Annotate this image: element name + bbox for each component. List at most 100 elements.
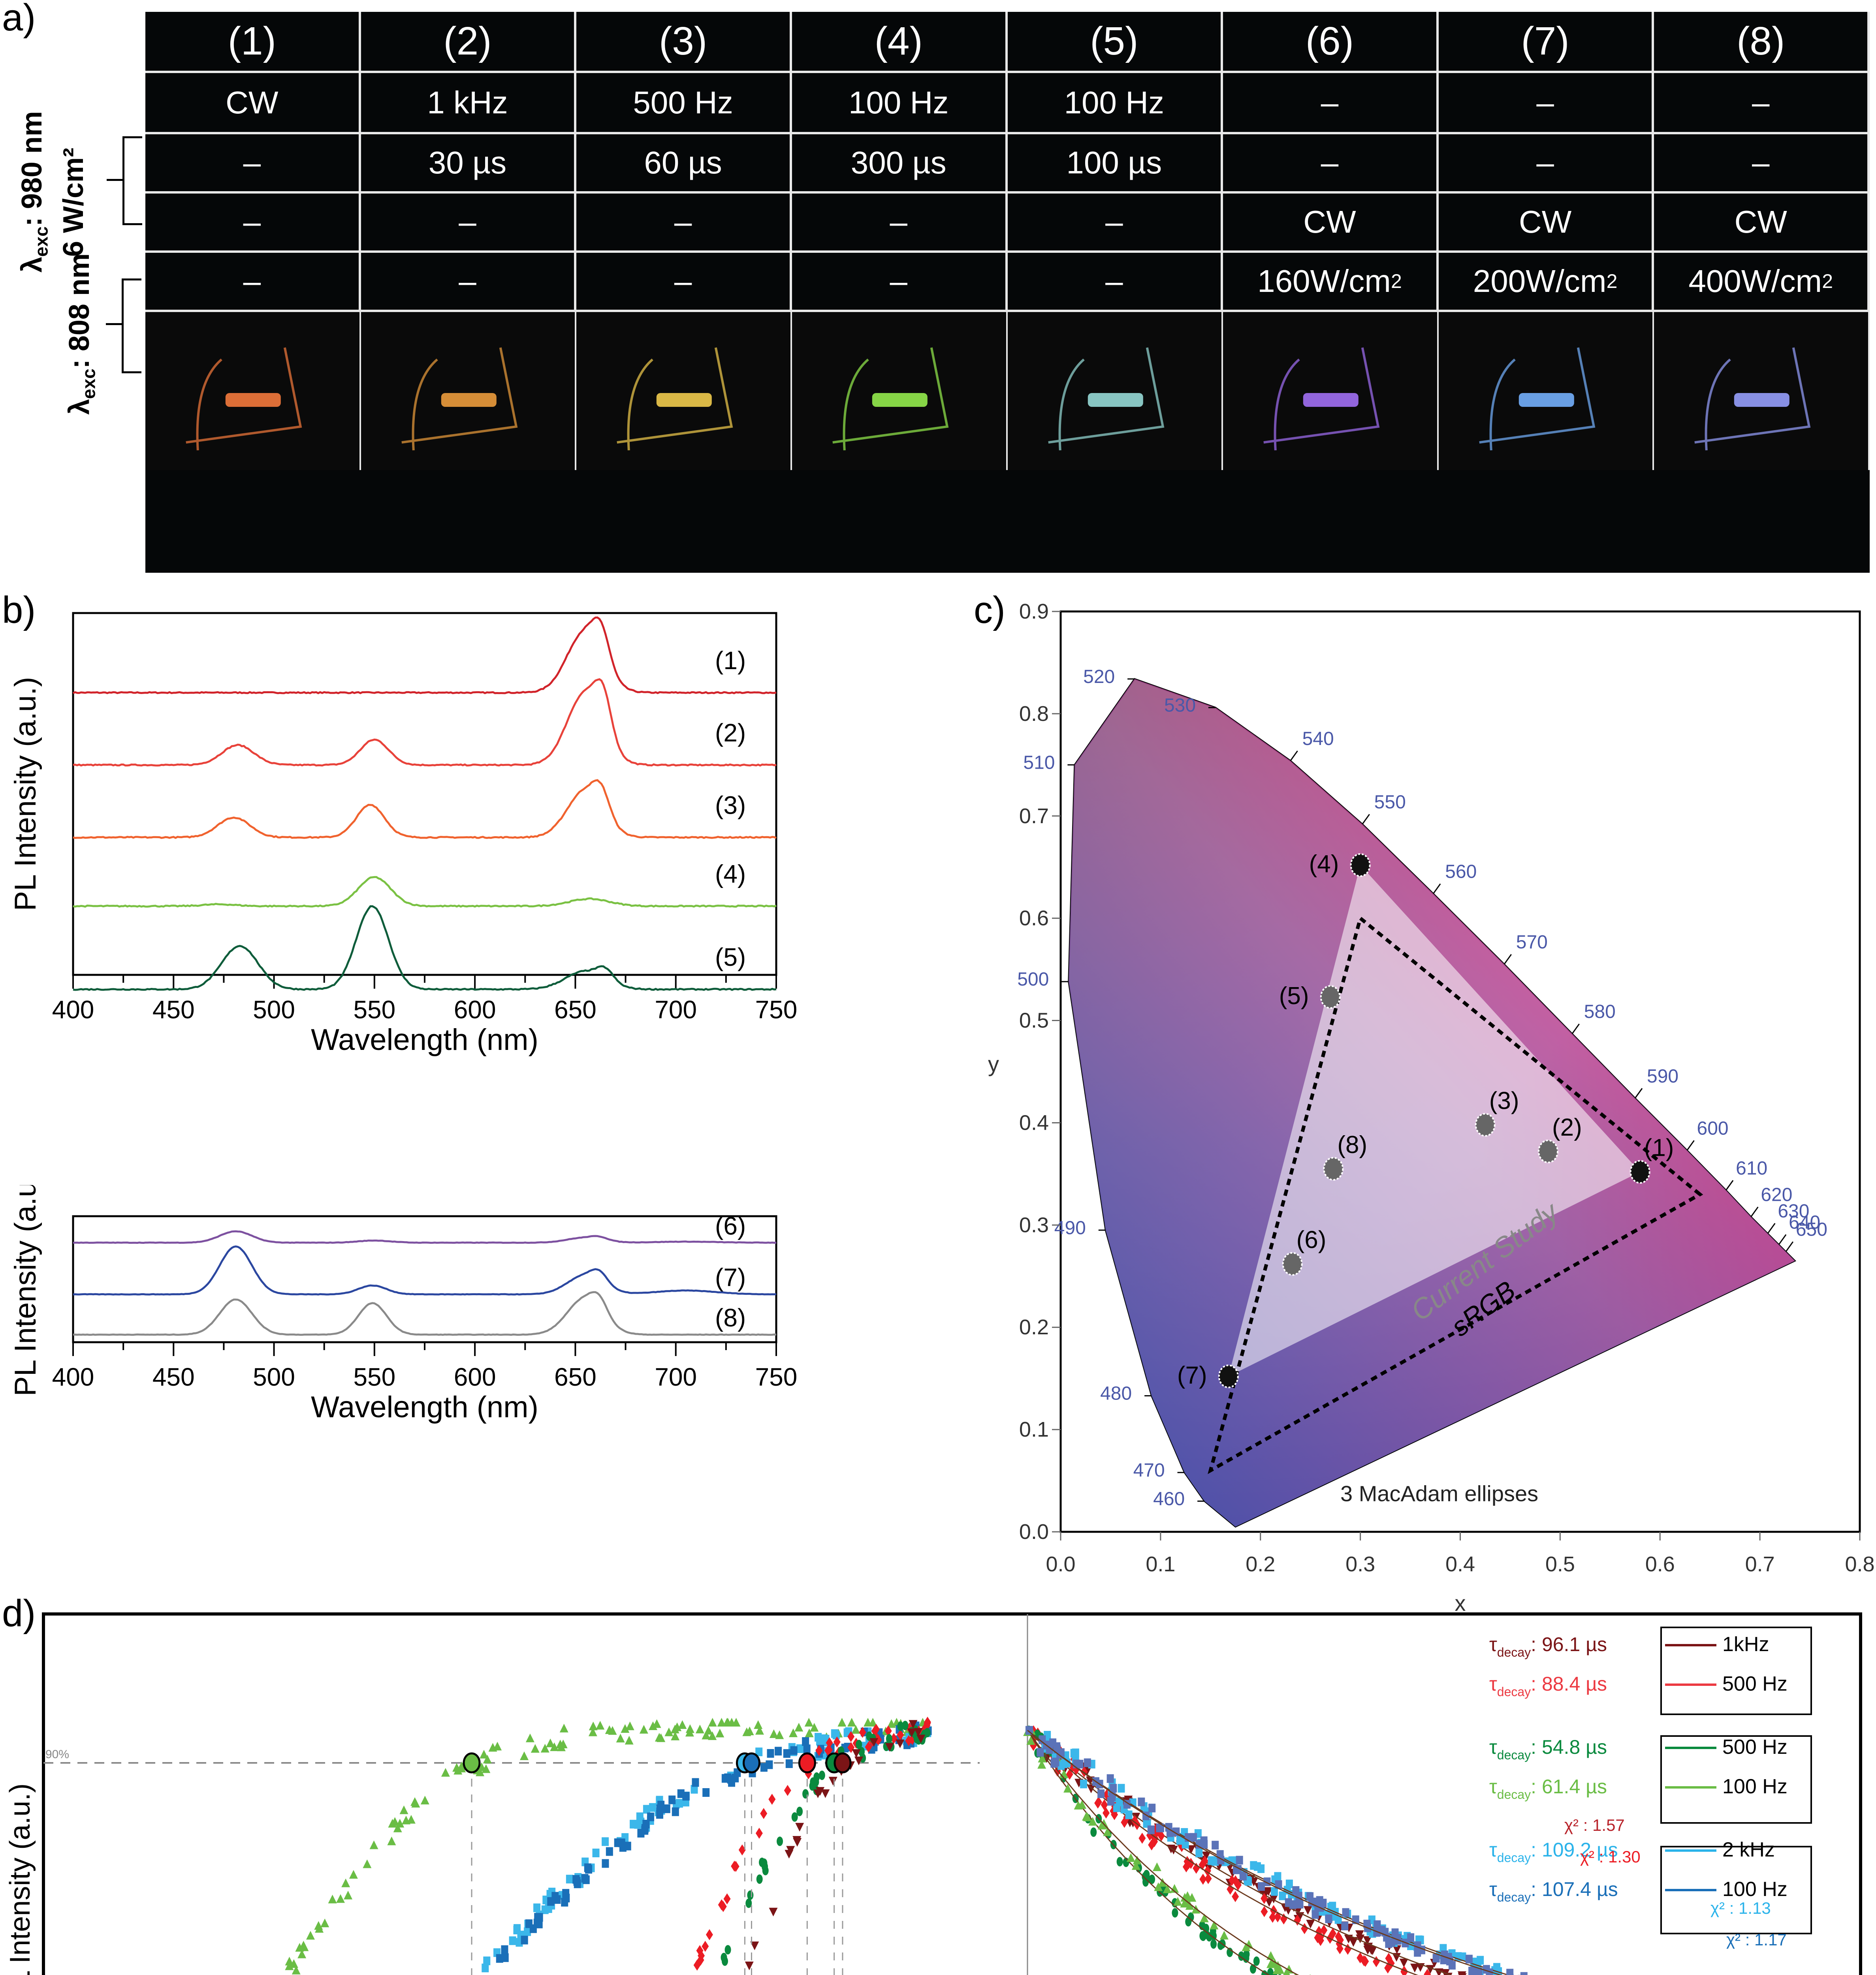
decay-data-point bbox=[1157, 1830, 1165, 1841]
rise-data-point bbox=[907, 1728, 916, 1737]
rise-data-point bbox=[854, 1756, 863, 1765]
decay-data-point bbox=[1195, 1840, 1203, 1849]
decay-data-point bbox=[1080, 1779, 1088, 1789]
wavelength-label: 620 bbox=[1761, 1185, 1792, 1206]
rise-data-point bbox=[483, 1755, 492, 1764]
decay-data-point bbox=[1236, 1856, 1243, 1865]
wavelength-tick bbox=[1634, 1088, 1643, 1099]
rise-data-point bbox=[387, 1836, 396, 1845]
decay-data-point bbox=[1275, 1880, 1282, 1889]
rise-data-point bbox=[531, 1744, 540, 1753]
rise-data-point bbox=[784, 1785, 791, 1796]
column-header: (7) bbox=[1438, 12, 1654, 73]
decay-data-point bbox=[1210, 1920, 1219, 1930]
wavelength-label: 650 bbox=[1796, 1219, 1827, 1240]
decay-data-point bbox=[1410, 1964, 1419, 1973]
rise-data-point bbox=[864, 1718, 873, 1727]
decay-data-point bbox=[1320, 1924, 1328, 1936]
wavelength-label: 610 bbox=[1736, 1158, 1767, 1179]
y-tick-label: 0.4 bbox=[1019, 1111, 1049, 1134]
rise-data-point bbox=[755, 1747, 763, 1757]
rise-data-point bbox=[605, 1725, 614, 1734]
decay-data-point bbox=[1148, 1804, 1156, 1813]
sample-photo bbox=[1438, 312, 1654, 470]
decay-fit-line bbox=[1027, 1730, 1270, 1975]
rise-data-point bbox=[285, 1956, 294, 1966]
decay-time-label: τdecay: 61.4 µs bbox=[1489, 1776, 1607, 1802]
decay-data-point bbox=[1357, 1952, 1364, 1964]
decay-data-point bbox=[1385, 1952, 1392, 1964]
glowing-rod bbox=[1518, 393, 1574, 407]
table-cell: 500 Hz bbox=[576, 73, 792, 134]
point-label: (1) bbox=[1644, 1134, 1674, 1162]
rise-data-point bbox=[821, 1789, 830, 1798]
bracket-808 bbox=[122, 278, 141, 373]
glass-holder-glow bbox=[1694, 347, 1811, 451]
rise-data-point bbox=[788, 1728, 798, 1737]
rise-data-point bbox=[833, 1736, 841, 1748]
wavelength-label: 480 bbox=[1100, 1383, 1132, 1404]
rise-data-point bbox=[805, 1729, 814, 1738]
glowing-rod bbox=[657, 393, 712, 407]
decay-data-point bbox=[1182, 1840, 1189, 1849]
decay-data-point bbox=[1227, 1883, 1234, 1895]
decay-data-point bbox=[1154, 1882, 1163, 1891]
column-header: (2) bbox=[361, 12, 577, 73]
rise-data-point bbox=[815, 1745, 823, 1756]
rise-data-point bbox=[285, 1961, 294, 1970]
decay-data-point bbox=[1414, 1948, 1421, 1957]
rise-data-point bbox=[859, 1727, 866, 1738]
decay-data-point bbox=[1037, 1748, 1044, 1757]
wavelength-label: 590 bbox=[1647, 1066, 1678, 1087]
chromaticity-point bbox=[1475, 1113, 1496, 1137]
decay-data-point bbox=[1253, 1956, 1260, 1966]
decay-data-point bbox=[1026, 1736, 1035, 1745]
legend-box bbox=[1660, 1735, 1812, 1824]
sample-photo bbox=[576, 312, 792, 470]
rise-data-point bbox=[796, 1744, 803, 1753]
decay-data-point bbox=[1306, 1892, 1314, 1901]
rise-data-point bbox=[509, 1936, 516, 1945]
decay-data-point bbox=[1342, 1908, 1349, 1917]
decay-data-point bbox=[1267, 1968, 1274, 1975]
x-tick-label: 650 bbox=[554, 995, 596, 1024]
rise-data-point bbox=[914, 1728, 923, 1737]
rise-data-point bbox=[390, 1817, 399, 1826]
rise-data-point bbox=[747, 1890, 754, 1900]
decay-data-point bbox=[1373, 1928, 1381, 1937]
rise-data-point bbox=[793, 1838, 802, 1847]
decay-data-point bbox=[1266, 1959, 1276, 1968]
rise-data-point bbox=[761, 1858, 768, 1868]
rise-data-point bbox=[760, 1808, 768, 1819]
legend-label: 1kHz bbox=[1722, 1633, 1769, 1656]
glass-edge bbox=[832, 347, 949, 451]
rise-data-point bbox=[411, 1798, 420, 1808]
decay-data-point bbox=[1176, 1836, 1184, 1845]
rise-data-point bbox=[668, 1795, 676, 1804]
glass-holder-glow bbox=[1479, 347, 1596, 451]
y-tick-label: 0.2 bbox=[1019, 1315, 1049, 1339]
rise-data-point bbox=[802, 1737, 809, 1746]
rise-data-point bbox=[369, 1840, 378, 1849]
point-label: (3) bbox=[1489, 1087, 1519, 1115]
decay-data-point bbox=[1294, 1915, 1301, 1926]
decay-data-point bbox=[1493, 1963, 1501, 1972]
rise-data-point bbox=[795, 1823, 804, 1832]
rise-data-point bbox=[896, 1739, 905, 1748]
rise-data-point bbox=[639, 1725, 648, 1734]
rise-data-point bbox=[869, 1738, 879, 1747]
rise-data-point bbox=[315, 1924, 324, 1933]
decay-time-label: τdecay: 109.2 µs bbox=[1489, 1839, 1618, 1865]
rise-data-point bbox=[871, 1725, 879, 1737]
series-label: (5) bbox=[715, 943, 746, 971]
rise-data-point bbox=[349, 1870, 358, 1879]
decay-data-point bbox=[1448, 1961, 1456, 1970]
glass-holder-glow bbox=[1263, 347, 1380, 451]
decay-time-label: τdecay: 96.1 µs bbox=[1489, 1633, 1607, 1659]
decay-data-point bbox=[1144, 1819, 1151, 1828]
rise-data-point bbox=[306, 1931, 315, 1940]
chromaticity-point bbox=[1630, 1160, 1650, 1184]
glowing-rod bbox=[1088, 393, 1143, 407]
rise-data-point bbox=[791, 1812, 798, 1822]
bracket-980-tick bbox=[107, 179, 123, 181]
